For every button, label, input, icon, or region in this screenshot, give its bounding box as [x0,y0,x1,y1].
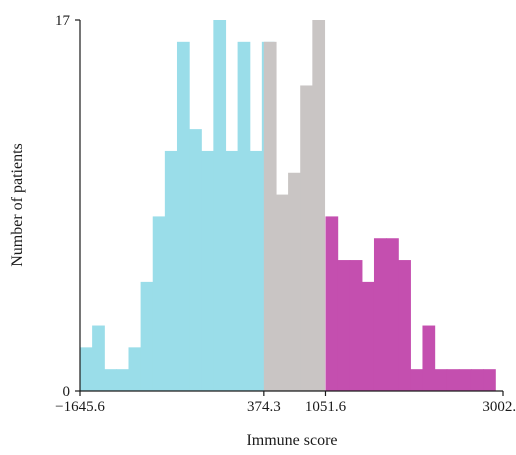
histogram-bar [189,129,202,391]
axes [79,20,503,392]
histogram-bar [116,369,130,391]
histogram-bar [237,41,251,391]
histogram-bar [337,260,351,391]
histogram-bar [361,281,375,391]
histogram-bar [225,150,239,391]
histogram-bar [201,150,214,391]
histogram-bar [434,369,448,391]
histogram-bar [275,194,289,391]
histogram-bars [80,20,496,391]
y-tick-label: 17 [55,13,71,29]
histogram-bar [164,150,178,391]
x-tick-label: −1645.6 [55,399,105,415]
histogram-bar [446,369,460,391]
histogram-bar [300,85,313,391]
histogram-bar [140,281,154,391]
tick-labels: −1645.6 374.3 1051.6 3002.1 0 17 [55,13,516,415]
y-axis-title: Number of patients [9,143,26,267]
histogram-bar [349,260,363,391]
x-tick-label: 374.3 [247,399,281,415]
x-tick-label: 1051.6 [305,399,347,415]
histogram-bar [104,369,117,391]
histogram-bar [312,20,326,391]
x-axis-title: Immune score [246,432,337,449]
histogram-bar [249,150,263,391]
histogram-bar [386,238,399,391]
histogram-bar [325,216,339,391]
histogram-bar [458,369,472,391]
histogram-bar [92,325,105,391]
histogram-bar [152,216,166,391]
histogram-bar [128,347,142,391]
histogram-bar [288,172,301,391]
histogram-bar [483,369,496,391]
y-tick-label: 0 [63,384,71,400]
histogram-bar [470,369,484,391]
histogram-bar [398,260,411,391]
histogram-bar [80,347,93,391]
histogram-bar [176,41,190,391]
histogram-bar [422,325,436,391]
tick-marks [75,19,504,396]
histogram-bar [263,41,277,391]
histogram-bar [213,20,227,391]
x-tick-label: 3002.1 [482,399,516,415]
histogram-bar [410,369,424,391]
histogram-bar [373,238,387,391]
